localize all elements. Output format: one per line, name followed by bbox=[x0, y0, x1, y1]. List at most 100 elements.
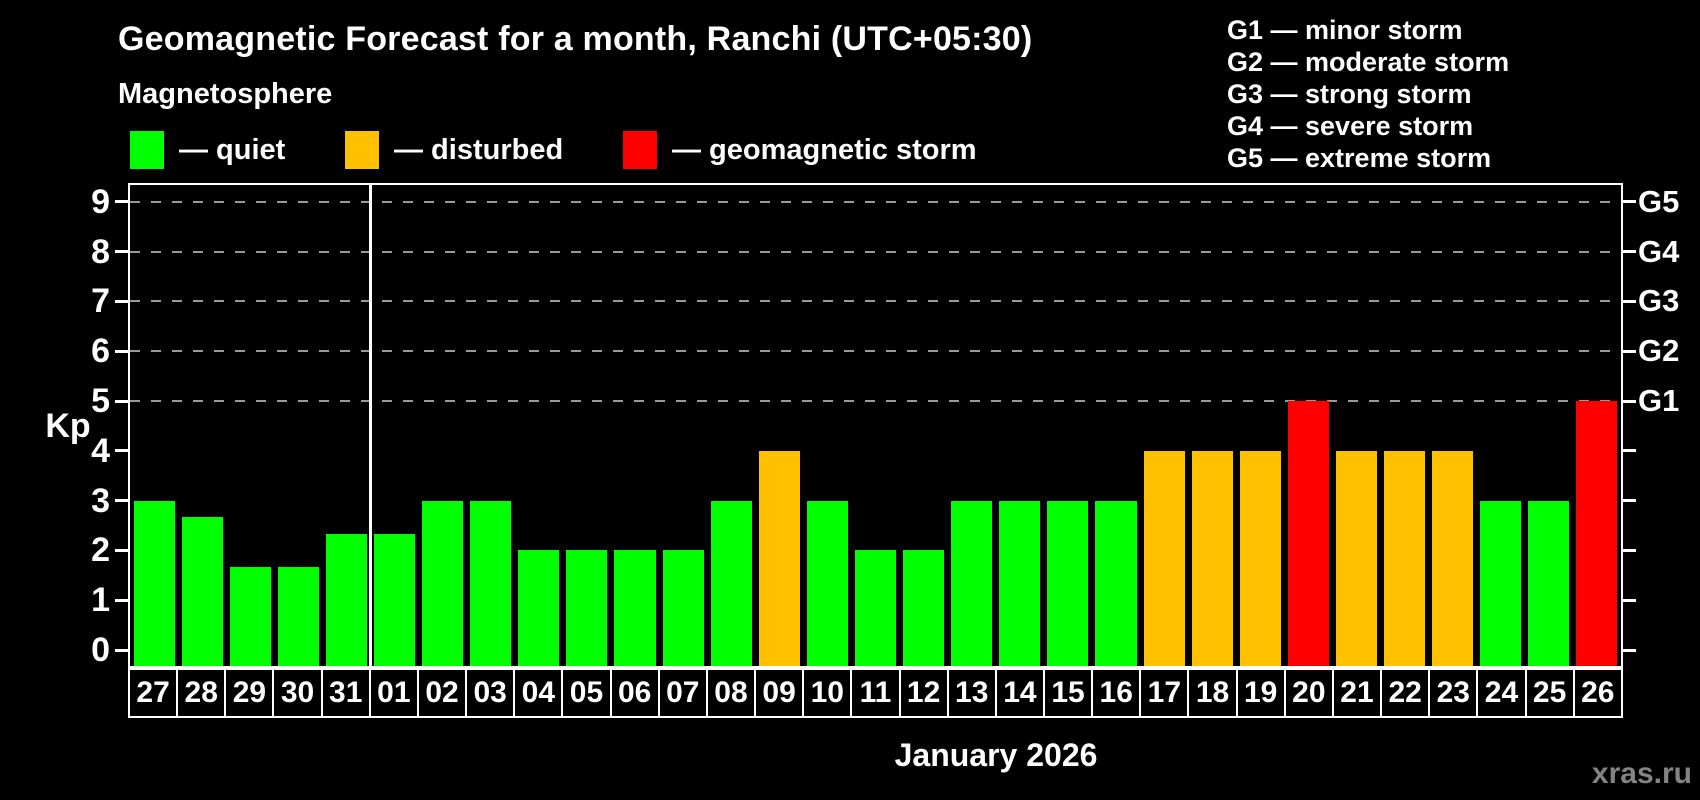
g2-legend-line: G2 — moderate storm bbox=[1227, 47, 1510, 77]
day-label-07: 07 bbox=[657, 668, 708, 718]
g4-legend-line: G4 — severe storm bbox=[1227, 111, 1474, 141]
kp-bar-day-12 bbox=[903, 550, 945, 666]
day-label-27: 27 bbox=[128, 668, 179, 718]
y-tick-label-0: 0 bbox=[91, 631, 110, 669]
left-tick-kp-6 bbox=[115, 349, 128, 353]
day-label-18: 18 bbox=[1187, 668, 1238, 718]
watermark: xras.ru bbox=[1591, 757, 1692, 790]
day-label-08: 08 bbox=[705, 668, 757, 718]
right-tick-kp-1 bbox=[1623, 598, 1636, 602]
left-tick-kp-9 bbox=[115, 200, 128, 204]
y-tick-label-4: 4 bbox=[91, 431, 110, 470]
day-label-11: 11 bbox=[850, 668, 901, 718]
day-label-13: 13 bbox=[946, 668, 997, 718]
legend-item-storm: — geomagnetic storm bbox=[623, 130, 977, 170]
left-tick-kp-4 bbox=[115, 449, 128, 453]
right-axis-label-g2: G2 bbox=[1638, 333, 1680, 369]
kp-bar-day-16 bbox=[1095, 500, 1137, 666]
gridline-kp-8 bbox=[130, 250, 1621, 253]
gridline-kp-6 bbox=[130, 350, 1621, 353]
kp-bar-day-19 bbox=[1239, 450, 1281, 666]
day-label-21: 21 bbox=[1331, 668, 1383, 718]
chart-subtitle: Magnetosphere bbox=[118, 78, 333, 110]
left-tick-kp-0 bbox=[115, 648, 128, 652]
gridline-kp-7 bbox=[130, 300, 1621, 303]
x-axis-title: January 2026 bbox=[894, 737, 1098, 773]
kp-bar-day-22 bbox=[1384, 450, 1426, 666]
right-tick-kp-9 bbox=[1623, 200, 1636, 204]
day-label-16: 16 bbox=[1091, 668, 1142, 718]
y-axis-title: Kp bbox=[45, 407, 91, 445]
day-label-22: 22 bbox=[1380, 668, 1431, 718]
day-label-01: 01 bbox=[368, 668, 419, 718]
right-tick-kp-4 bbox=[1623, 449, 1636, 453]
kp-bar-day-10 bbox=[806, 500, 848, 666]
right-tick-kp-5 bbox=[1623, 399, 1636, 403]
storm-color-swatch bbox=[623, 131, 657, 169]
kp-bar-day-23 bbox=[1432, 450, 1474, 666]
kp-bar-day-02 bbox=[422, 500, 464, 666]
gridline-kp-5 bbox=[130, 400, 1621, 402]
legend-label-storm: — geomagnetic storm bbox=[672, 133, 977, 166]
day-label-29: 29 bbox=[224, 668, 275, 718]
kp-bar-day-14 bbox=[999, 500, 1041, 666]
y-tick-label-9: 9 bbox=[91, 182, 110, 221]
kp-bar-day-03 bbox=[470, 500, 512, 666]
left-tick-kp-8 bbox=[115, 250, 128, 254]
g3-legend-line: G3 — strong storm bbox=[1227, 79, 1472, 109]
kp-bar-day-20 bbox=[1287, 401, 1329, 666]
kp-bar-day-29 bbox=[229, 566, 271, 666]
day-label-31: 31 bbox=[320, 668, 371, 718]
kp-bar-day-30 bbox=[277, 566, 319, 666]
storm-scale-legend: G1 — minor storm G2 — moderate storm G3 … bbox=[1227, 14, 1509, 174]
kp-bar-day-18 bbox=[1191, 450, 1233, 666]
day-label-03: 03 bbox=[465, 668, 516, 718]
month-separator-line bbox=[368, 185, 372, 666]
day-label-19: 19 bbox=[1235, 668, 1286, 718]
color-legend: — quiet — disturbed — geomagnetic storm bbox=[0, 130, 1700, 170]
legend-label-quiet: — quiet bbox=[179, 133, 286, 166]
kp-bar-day-08 bbox=[710, 500, 752, 666]
day-label-28: 28 bbox=[176, 668, 227, 718]
kp-bar-day-15 bbox=[1047, 500, 1089, 666]
g5-legend-line: G5 — extreme storm bbox=[1227, 143, 1492, 173]
gridline-kp-9 bbox=[130, 200, 1621, 203]
day-label-23: 23 bbox=[1428, 668, 1479, 718]
kp-bar-day-05 bbox=[566, 550, 608, 666]
chart-title: Geomagnetic Forecast for a month, Ranchi… bbox=[118, 20, 1033, 58]
disturbed-color-swatch bbox=[345, 131, 379, 169]
right-axis-label-g5: G5 bbox=[1638, 183, 1680, 219]
kp-bar-day-24 bbox=[1480, 500, 1522, 666]
left-tick-kp-5 bbox=[115, 399, 128, 403]
right-tick-kp-0 bbox=[1623, 648, 1636, 652]
kp-bar-day-25 bbox=[1528, 500, 1570, 666]
day-label-02: 02 bbox=[416, 668, 468, 718]
x-axis-day-labels: 27 28 29 30 31 01 02 03 04 05 06 07 08 09 10 11 12 13 14 15… bbox=[128, 668, 1623, 718]
day-label-15: 15 bbox=[1042, 668, 1094, 718]
y-tick-label-2: 2 bbox=[91, 531, 110, 570]
quiet-color-swatch bbox=[130, 131, 164, 169]
day-label-04: 04 bbox=[513, 668, 564, 718]
kp-bar-day-07 bbox=[662, 550, 704, 666]
y-tick-label-8: 8 bbox=[91, 232, 110, 271]
y-tick-label-5: 5 bbox=[91, 382, 110, 420]
kp-bar-day-09 bbox=[758, 450, 800, 666]
legend-item-quiet: — quiet bbox=[130, 130, 285, 170]
y-tick-label-6: 6 bbox=[91, 332, 110, 371]
day-label-20: 20 bbox=[1283, 668, 1334, 718]
kp-bar-day-21 bbox=[1335, 450, 1377, 666]
g1-legend-line: G1 — minor storm bbox=[1227, 15, 1463, 45]
kp-bar-day-01 bbox=[373, 533, 416, 666]
day-label-05: 05 bbox=[561, 668, 612, 718]
kp-bar-day-27 bbox=[133, 500, 175, 666]
y-tick-label-7: 7 bbox=[91, 282, 110, 321]
kp-bar-day-04 bbox=[518, 550, 560, 666]
kp-bar-day-06 bbox=[614, 550, 656, 666]
y-tick-label-1: 1 bbox=[91, 581, 110, 620]
right-axis-label-g4: G4 bbox=[1638, 233, 1680, 269]
day-label-26: 26 bbox=[1572, 668, 1623, 718]
kp-bar-day-26 bbox=[1576, 401, 1618, 666]
y-tick-label-3: 3 bbox=[91, 481, 110, 520]
right-tick-kp-7 bbox=[1623, 299, 1636, 303]
